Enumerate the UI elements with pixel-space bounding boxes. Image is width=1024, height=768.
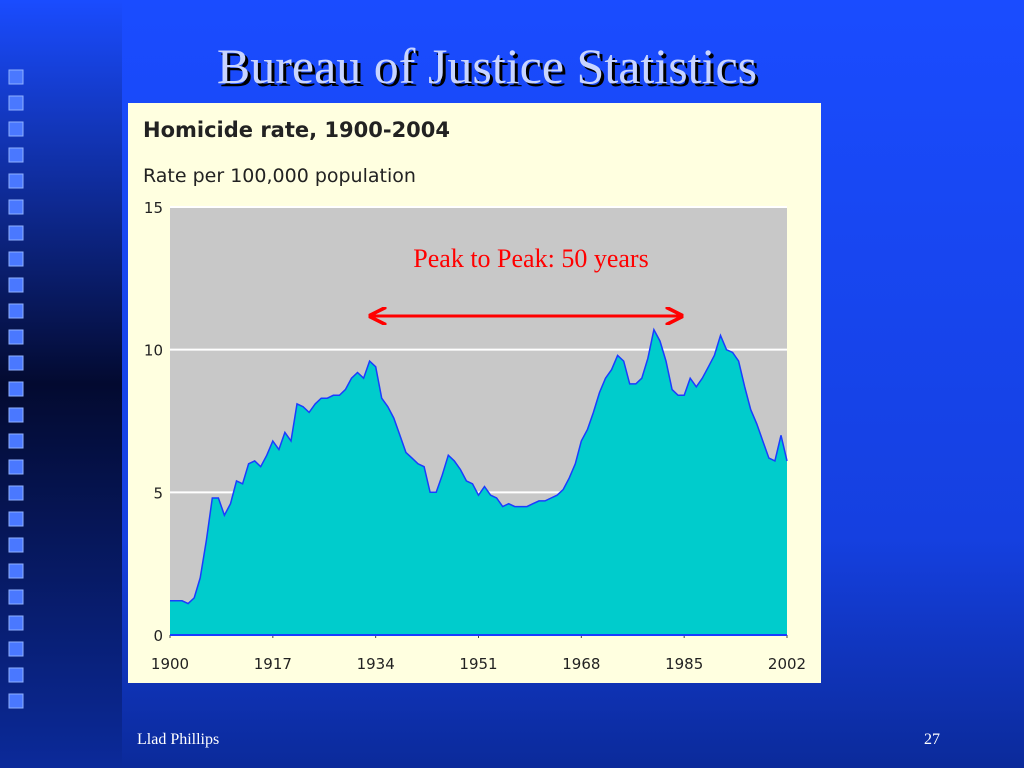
deco-square	[8, 199, 24, 215]
footer-left: Llad Phillips	[137, 731, 219, 748]
chart-title: Homicide rate, 1900-2004	[143, 118, 450, 142]
deco-square	[8, 641, 24, 657]
deco-square	[8, 667, 24, 683]
x-tick-label: 1934	[357, 655, 395, 673]
x-tick-label: 1900	[151, 655, 189, 673]
x-tick-label: 1968	[562, 655, 600, 673]
deco-square	[8, 173, 24, 189]
deco-square	[8, 251, 24, 267]
deco-square	[8, 147, 24, 163]
deco-square	[8, 615, 24, 631]
deco-square	[8, 303, 24, 319]
deco-square	[8, 407, 24, 423]
deco-square	[8, 485, 24, 501]
chart-subtitle: Rate per 100,000 population	[143, 165, 416, 187]
deco-square	[8, 277, 24, 293]
deco-square	[8, 511, 24, 527]
deco-square	[8, 121, 24, 137]
deco-square	[8, 329, 24, 345]
deco-square	[8, 69, 24, 85]
y-tick-label: 10	[144, 342, 163, 360]
y-tick-label: 5	[153, 484, 163, 502]
deco-square	[8, 563, 24, 579]
x-tick-label: 1917	[254, 655, 292, 673]
slide-title: Bureau of Justice Statistics	[217, 38, 757, 94]
deco-square	[8, 381, 24, 397]
deco-square	[8, 225, 24, 241]
deco-square	[8, 433, 24, 449]
deco-square	[8, 589, 24, 605]
plot: 0 5 10 15 1900 1917 1934 1951 1968 1985 2002	[144, 199, 806, 673]
x-tick-label: 1985	[665, 655, 703, 673]
deco-square	[8, 537, 24, 553]
deco-square	[8, 693, 24, 709]
area	[170, 329, 787, 635]
y-tick-label: 15	[144, 199, 163, 217]
footer-right: 27	[924, 731, 940, 748]
deco-square	[8, 459, 24, 475]
decoration	[8, 69, 24, 709]
y-tick-label: 0	[153, 627, 163, 645]
annotation: Peak to Peak: 50 years	[413, 244, 648, 273]
deco-square	[8, 95, 24, 111]
deco-square	[8, 355, 24, 371]
x-tick-label: 2002	[768, 655, 806, 673]
x-tick-label: 1951	[459, 655, 497, 673]
area-outline	[170, 327, 788, 605]
title-shadow: Bureau of Justice Statistics	[220, 41, 760, 97]
